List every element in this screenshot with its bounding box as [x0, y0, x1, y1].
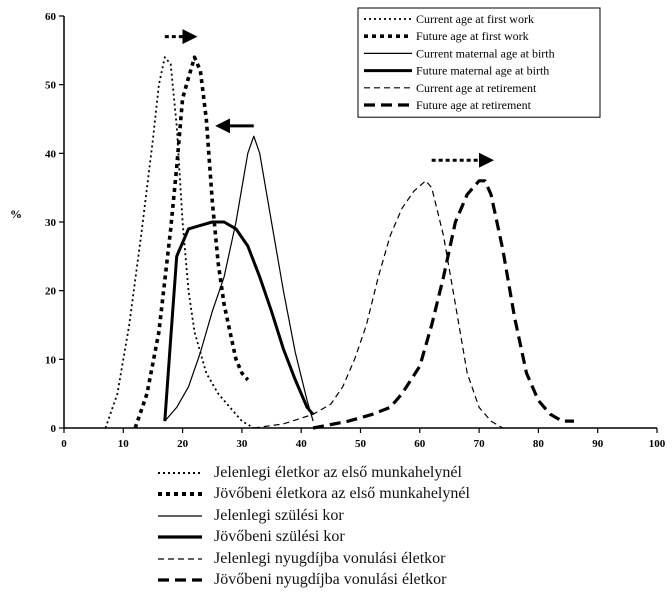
legend-line-solid-thin [158, 515, 202, 517]
legend-label: Jelenlegi szülési kor [214, 506, 344, 524]
x-tick-label: 90 [592, 438, 604, 450]
legend-label: Jelenlegi életkor az első munkahelynél [214, 463, 462, 481]
y-tick-label: 10 [45, 354, 57, 366]
legend-row-jovobeni-szulesi: Jövőbeni szülési kor [158, 527, 638, 549]
legend-label: Jövőbeni nyugdíjba vonulási életkor [214, 571, 447, 589]
y-tick-label: 40 [45, 148, 57, 160]
legend-row-jelenlegi-szulesi: Jelenlegi szülési kor [158, 505, 638, 527]
series-line-4 [163, 220, 315, 422]
legend-row-jelenlegi-nyugdij: Jelenlegi nyugdíjba vonulási életkor [158, 548, 638, 570]
y-tick-label: 20 [45, 286, 57, 298]
legend-row-jelenlegi-munkahely: Jelenlegi életkor az első munkahelynél [158, 462, 638, 484]
x-tick-label: 0 [61, 438, 67, 450]
legend-entry: Current age at first work [416, 12, 534, 26]
legend-line-dashed-thin [158, 558, 202, 560]
x-tick-label: 80 [533, 438, 545, 450]
x-tick-label: 100 [649, 438, 666, 450]
chart-legend: Current age at first work Future age at f… [357, 7, 601, 118]
x-tick-label: 50 [355, 438, 367, 450]
legend-box [357, 7, 601, 118]
legend-label: Jelenlegi nyugdíjba vonulási életkor [214, 549, 446, 567]
series-line-6 [312, 179, 574, 430]
series-line-1 [104, 56, 255, 429]
x-tick-label: 40 [296, 438, 308, 450]
axes: 0 10 20 30 40 50 60 0 10 20 30 40 50 60 70 80 90 100 [45, 11, 666, 450]
y-tick-label: 50 [45, 80, 57, 92]
y-axis-label: % [10, 207, 22, 221]
series-line-5 [253, 180, 504, 429]
y-tick-label: 0 [51, 423, 57, 435]
x-tick-label: 60 [414, 438, 426, 450]
x-tick-label: 10 [118, 438, 130, 450]
x-tick-label: 70 [474, 438, 486, 450]
series-layer [104, 55, 574, 430]
legend-line-dotted-thick [158, 492, 202, 497]
y-tick-label: 60 [45, 11, 57, 23]
x-tick-label: 30 [236, 438, 248, 450]
legend-row-jovobeni-nyugdij: Jövőbeni nyugdíjba vonulási életkor [158, 570, 638, 592]
legend-label: Jövőbeni életkora az első munkahelynél [214, 485, 470, 503]
series-line-2 [133, 55, 250, 429]
annotation-arrows [164, 29, 494, 168]
y-tick-label: 30 [45, 217, 57, 229]
legend-entry: Future age at retirement [416, 98, 532, 112]
line-chart: 0 10 20 30 40 50 60 0 10 20 30 40 50 60 70 80 90 100 % Cu… [10, 7, 666, 450]
legend-line-solid-thick [158, 535, 202, 539]
legend-row-jovobeni-munkahely: Jövőbeni életkora az első munkahelynél [158, 484, 638, 506]
legend-label: Jövőbeni szülési kor [214, 528, 345, 546]
legend-entry: Current maternal age at birth [416, 46, 555, 60]
series-line-3 [164, 135, 314, 422]
x-tick-label: 20 [177, 438, 189, 450]
legend-entry: Future age at first work [416, 29, 529, 43]
legend-entry: Current age at retirement [416, 81, 537, 95]
legend-entry: Future maternal age at birth [416, 64, 549, 78]
bottom-legend: Jelenlegi életkor az első munkahelynél J… [158, 462, 638, 591]
legend-line-dashed-thick [158, 578, 202, 582]
legend-line-dotted-thin [158, 471, 202, 474]
